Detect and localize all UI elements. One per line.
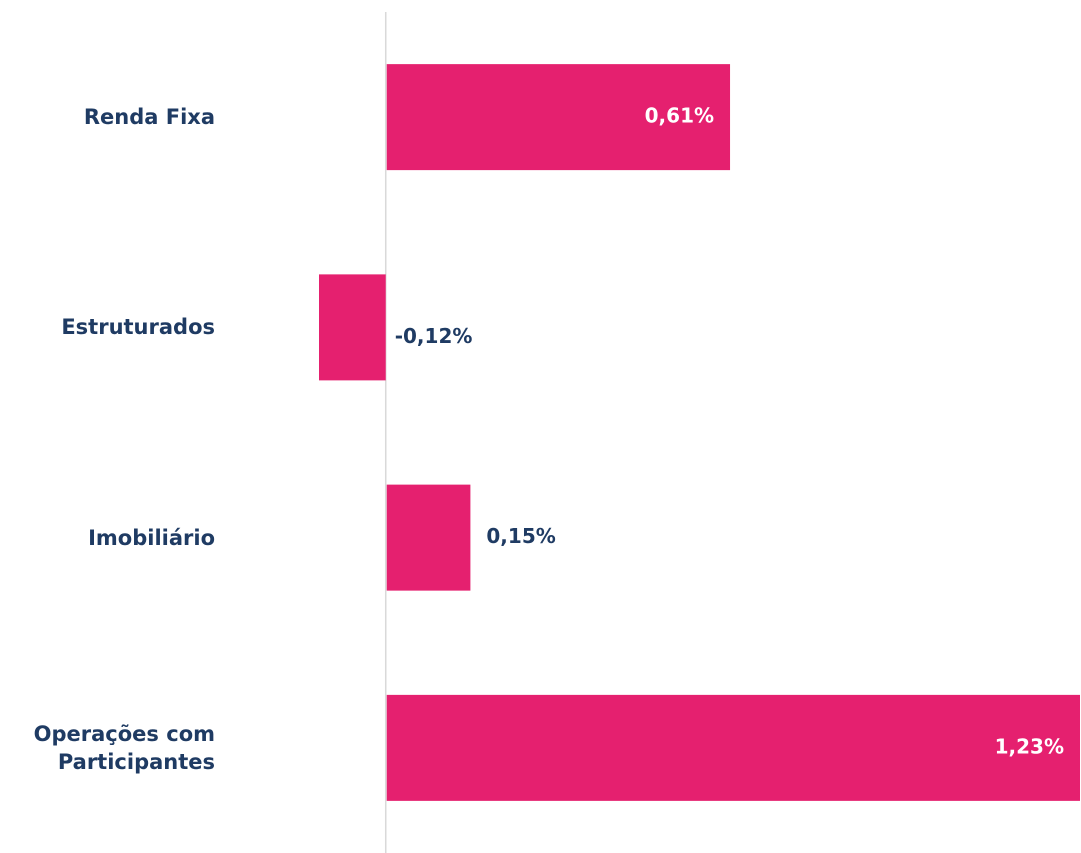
category-label: Imobiliário xyxy=(88,525,215,550)
value-label: -0,12% xyxy=(395,324,473,348)
bar xyxy=(319,274,386,381)
bar xyxy=(386,64,731,171)
value-label: 1,23% xyxy=(995,734,1064,758)
value-label: 0,61% xyxy=(645,104,714,128)
bar xyxy=(386,694,1080,801)
bar xyxy=(386,484,471,591)
category-label: Operações com Participantes xyxy=(33,721,215,774)
category-label: Renda Fixa xyxy=(83,105,215,130)
value-label: 0,15% xyxy=(486,524,555,548)
category-label: Estruturados xyxy=(61,315,215,340)
